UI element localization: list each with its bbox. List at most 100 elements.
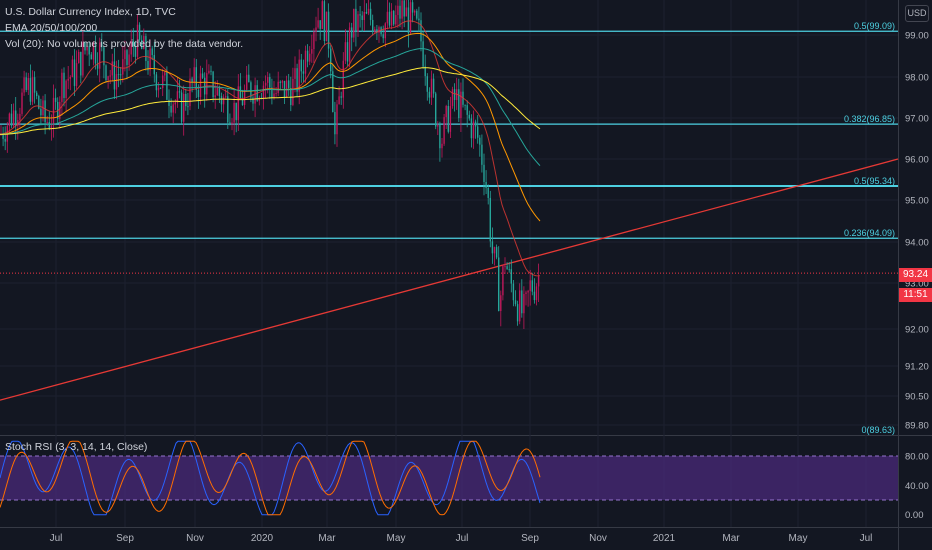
candle-body	[235, 102, 237, 121]
candle-body	[233, 102, 235, 123]
candle-body	[422, 41, 424, 67]
candle-body	[21, 92, 23, 114]
candle-body	[527, 290, 529, 293]
candle-body	[351, 27, 353, 38]
candle-body	[445, 105, 447, 118]
candle-body	[380, 27, 382, 35]
ema50-line	[0, 32, 541, 222]
candle-body	[239, 86, 242, 99]
volume-indicator-label[interactable]: Vol (20): No volume is provided by the d…	[5, 38, 244, 50]
candle-body	[418, 18, 420, 21]
candle-body	[414, 10, 416, 13]
candle-body	[327, 11, 330, 49]
candle-body	[359, 14, 361, 16]
candle-body	[10, 113, 13, 126]
candle-body	[94, 42, 97, 64]
last-price-badge: 93.24	[899, 268, 932, 282]
candle-body	[330, 48, 332, 72]
candle-body	[447, 105, 449, 132]
price-tick-label: 96.00	[905, 155, 929, 166]
candle-body	[71, 59, 74, 78]
candle-body	[12, 110, 15, 126]
stoch-d-line	[0, 440, 541, 516]
candle-body	[231, 122, 233, 124]
candle-body	[86, 45, 88, 51]
stoch-tick-label: 80.00	[905, 452, 929, 463]
candle-body	[67, 78, 69, 81]
candle-body	[481, 144, 483, 165]
currency-button[interactable]: USD	[905, 5, 929, 22]
candle-body	[309, 53, 311, 62]
candle-body	[376, 29, 378, 33]
candle-body	[73, 59, 76, 86]
candle-body	[451, 89, 454, 107]
candle-body	[147, 61, 149, 71]
candle-body	[130, 40, 132, 55]
candle-body	[149, 48, 151, 71]
candle-body	[393, 10, 395, 25]
candle-body	[159, 87, 162, 89]
candle-body	[479, 137, 481, 145]
time-tick-label: 2021	[653, 533, 676, 544]
candle-body	[227, 96, 229, 123]
candle-body	[168, 99, 170, 106]
candle-body	[103, 47, 105, 66]
price-tick-label: 90.50	[905, 392, 929, 403]
candle-body	[273, 93, 275, 99]
candle-body	[267, 77, 269, 83]
candle-body	[372, 19, 374, 32]
candle-body	[185, 93, 187, 107]
candle-body	[113, 61, 116, 90]
candle-body	[533, 291, 536, 301]
candle-body	[136, 24, 139, 57]
candle-body	[325, 11, 328, 42]
candle-body	[107, 76, 109, 81]
candle-body	[264, 82, 267, 86]
time-tick-label: Nov	[589, 533, 607, 544]
candle-body	[138, 24, 141, 40]
candle-body	[466, 105, 468, 115]
candle-body	[319, 20, 321, 29]
candle-body	[285, 80, 288, 98]
candle-body	[128, 54, 130, 65]
candle-body	[487, 187, 489, 198]
candle-body	[99, 42, 101, 69]
candle-body	[46, 122, 48, 124]
candle-body	[65, 80, 67, 99]
candle-body	[521, 290, 523, 314]
symbol-title[interactable]: U.S. Dollar Currency Index, 1D, TVC	[5, 6, 176, 18]
fib-label: 0.5(99.09)	[854, 21, 895, 31]
stoch-rsi-label[interactable]: Stoch RSI (3, 3, 14, 14, Close)	[5, 441, 148, 453]
candle-body	[390, 10, 393, 26]
candle-body	[17, 120, 19, 126]
candle-body	[523, 293, 525, 314]
fib-label: 0.382(96.85)	[844, 114, 895, 124]
candle-body	[243, 89, 246, 105]
candle-body	[426, 76, 428, 92]
candle-body	[531, 280, 533, 292]
candle-body	[206, 73, 208, 95]
candle-body	[101, 42, 103, 48]
ema-indicator-label[interactable]: EMA 20/50/100/200	[5, 22, 98, 34]
candle-body	[382, 34, 384, 39]
candle-body	[342, 60, 344, 98]
candles	[0, 0, 540, 330]
candle-body	[388, 11, 391, 26]
candle-body	[424, 66, 426, 77]
candle-body	[141, 39, 143, 49]
candle-body	[50, 125, 53, 129]
candle-body	[269, 77, 271, 88]
stoch-tick-label: 40.00	[905, 481, 929, 492]
candle-body	[44, 100, 46, 123]
candle-body	[210, 70, 212, 72]
candle-body	[506, 266, 508, 270]
candle-body	[290, 88, 292, 105]
time-tick-label: Sep	[521, 533, 539, 544]
candle-body	[428, 91, 431, 98]
candle-body	[258, 97, 260, 101]
candle-body	[409, 2, 412, 34]
candle-body	[405, 7, 407, 17]
candle-body	[384, 23, 386, 39]
candle-body	[294, 68, 296, 79]
